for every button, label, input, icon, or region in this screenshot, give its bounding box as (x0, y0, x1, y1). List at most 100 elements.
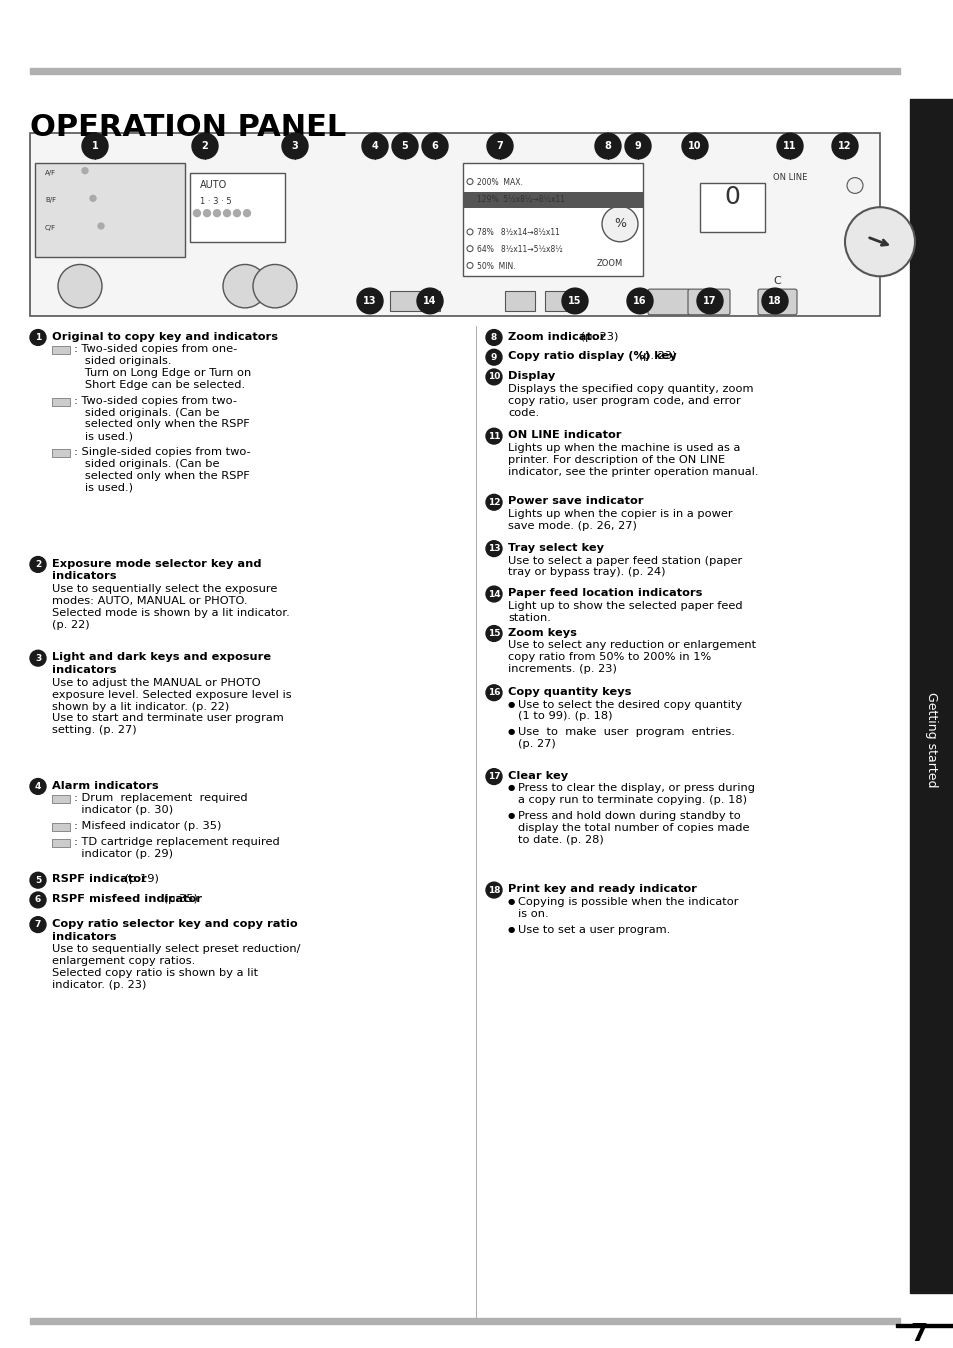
Circle shape (30, 917, 46, 933)
Text: A/F: A/F (45, 170, 56, 175)
Text: Lights up when the copier is in a power: Lights up when the copier is in a power (507, 510, 732, 519)
Text: 18: 18 (767, 297, 781, 306)
Text: 4: 4 (34, 782, 41, 791)
Text: ON LINE indicator: ON LINE indicator (507, 430, 620, 441)
Text: Copy quantity keys: Copy quantity keys (507, 686, 631, 697)
Text: display the total number of copies made: display the total number of copies made (517, 824, 749, 833)
Text: ●: ● (507, 700, 515, 709)
Bar (190, 173, 285, 241)
Text: 5: 5 (401, 142, 408, 151)
Circle shape (30, 557, 46, 573)
Text: 16: 16 (633, 297, 646, 306)
Circle shape (82, 133, 108, 159)
Circle shape (485, 349, 501, 365)
Text: is on.: is on. (517, 909, 548, 919)
Circle shape (30, 872, 46, 888)
Text: Zoom indicator: Zoom indicator (507, 332, 605, 341)
Text: code.: code. (507, 407, 538, 418)
Bar (30, 69, 899, 74)
Text: 6: 6 (35, 895, 41, 905)
Text: 129%  5½x8½→8½x11: 129% 5½x8½→8½x11 (476, 195, 564, 204)
Text: 8: 8 (491, 333, 497, 342)
Text: 11: 11 (487, 431, 499, 441)
Circle shape (392, 133, 417, 159)
Circle shape (30, 329, 46, 345)
Text: tray or bypass tray). (p. 24): tray or bypass tray). (p. 24) (507, 568, 665, 577)
Text: Press to clear the display, or press during: Press to clear the display, or press dur… (517, 783, 754, 794)
Text: AUTO: AUTO (200, 179, 227, 190)
Circle shape (416, 288, 442, 314)
Text: indicator, see the printer operation manual.: indicator, see the printer operation man… (507, 466, 758, 477)
Circle shape (485, 369, 501, 384)
Text: selected only when the RSPF: selected only when the RSPF (74, 419, 250, 430)
Text: Use to sequentially select the exposure: Use to sequentially select the exposure (52, 584, 277, 594)
Text: 100%: 100% (467, 212, 488, 221)
Text: : Single-sided copies from two-: : Single-sided copies from two- (74, 448, 251, 457)
Text: Displays the specified copy quantity, zoom: Displays the specified copy quantity, zo… (507, 384, 753, 394)
Text: 9: 9 (634, 142, 640, 151)
Circle shape (30, 650, 46, 666)
Text: 14: 14 (423, 297, 436, 306)
Bar (909, 98, 953, 1293)
Circle shape (697, 288, 722, 314)
Circle shape (233, 210, 240, 217)
Text: setting. (p. 27): setting. (p. 27) (52, 725, 136, 735)
Text: enlargement copy ratios.: enlargement copy ratios. (52, 956, 195, 967)
Text: Selected copy ratio is shown by a lit: Selected copy ratio is shown by a lit (52, 968, 258, 979)
Text: (1 to 99). (p. 18): (1 to 99). (p. 18) (517, 712, 612, 721)
Circle shape (82, 167, 88, 174)
FancyBboxPatch shape (758, 288, 796, 315)
Text: a copy run to terminate copying. (p. 18): a copy run to terminate copying. (p. 18) (517, 795, 746, 805)
Text: Selected mode is shown by a lit indicator.: Selected mode is shown by a lit indicato… (52, 608, 290, 617)
Text: to date. (p. 28): to date. (p. 28) (517, 834, 603, 845)
Text: 17: 17 (702, 297, 716, 306)
Text: Copy ratio display (%) key: Copy ratio display (%) key (507, 352, 676, 361)
Text: 9: 9 (490, 353, 497, 361)
Text: Press and hold down during standby to: Press and hold down during standby to (517, 811, 740, 821)
Text: 15: 15 (568, 297, 581, 306)
Text: Copying is possible when the indicator: Copying is possible when the indicator (517, 896, 738, 907)
Text: 64%   8½x11→5½x8½: 64% 8½x11→5½x8½ (476, 245, 562, 255)
Circle shape (58, 264, 102, 307)
Text: Turn on Long Edge or Turn on: Turn on Long Edge or Turn on (74, 368, 251, 377)
Text: C: C (772, 276, 781, 286)
Text: Clear key: Clear key (507, 771, 568, 780)
Text: 1: 1 (35, 333, 41, 342)
Text: 2: 2 (201, 142, 208, 151)
Circle shape (761, 288, 787, 314)
Text: Use to select the desired copy quantity: Use to select the desired copy quantity (517, 700, 741, 709)
Text: : Two-sided copies from two-: : Two-sided copies from two- (74, 396, 236, 406)
Text: Original to copy key and indicators: Original to copy key and indicators (52, 332, 277, 341)
Circle shape (486, 133, 513, 159)
Bar (52, 824, 70, 830)
Text: ON LINE: ON LINE (772, 173, 806, 182)
Text: ●: ● (507, 728, 515, 736)
Text: Paper feed location indicators: Paper feed location indicators (507, 588, 701, 599)
Text: 7: 7 (34, 921, 41, 929)
Text: 5: 5 (35, 876, 41, 884)
Text: exposure level. Selected exposure level is: exposure level. Selected exposure level … (52, 690, 292, 700)
Text: 8: 8 (604, 142, 611, 151)
Text: Use to set a user program.: Use to set a user program. (517, 925, 670, 934)
Text: 1 · 3 · 5: 1 · 3 · 5 (200, 197, 232, 206)
Circle shape (485, 329, 501, 345)
Circle shape (485, 586, 501, 603)
Text: 2: 2 (35, 559, 41, 569)
Text: 6: 6 (431, 142, 438, 151)
Text: Use  to  make  user  program  entries.: Use to make user program entries. (517, 728, 734, 737)
Text: 12: 12 (838, 142, 851, 151)
Bar (35, 163, 185, 256)
Circle shape (282, 133, 308, 159)
Bar (52, 346, 70, 355)
Text: is used.): is used.) (74, 431, 132, 441)
FancyBboxPatch shape (687, 288, 729, 315)
Text: : Misfeed indicator (p. 35): : Misfeed indicator (p. 35) (74, 821, 221, 830)
Text: 18: 18 (487, 886, 499, 895)
Circle shape (223, 264, 267, 307)
Bar (895, 1324, 953, 1328)
Text: station.: station. (507, 613, 550, 623)
Text: 10: 10 (687, 142, 701, 151)
Circle shape (485, 495, 501, 510)
Text: Print key and ready indicator: Print key and ready indicator (507, 884, 696, 894)
Bar (700, 182, 764, 232)
